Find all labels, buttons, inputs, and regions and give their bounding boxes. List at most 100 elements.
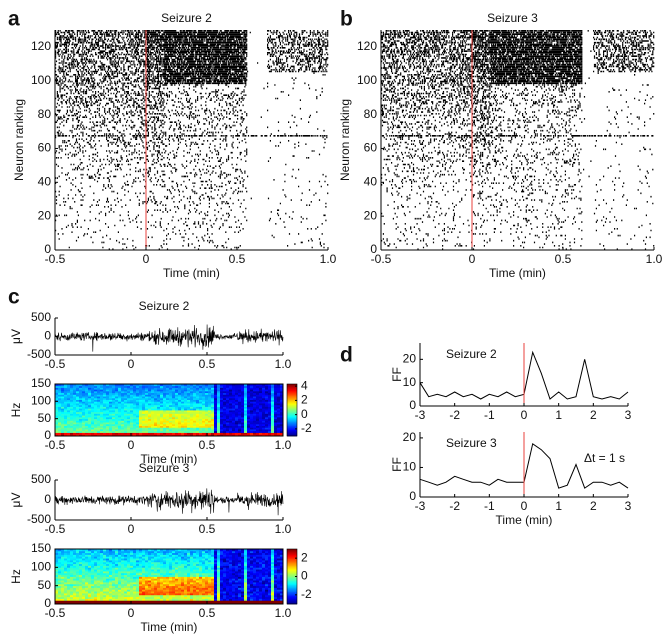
spectrogram-texture xyxy=(280,556,284,559)
spectrogram-texture xyxy=(88,578,92,581)
spectrogram-texture xyxy=(196,429,200,432)
spectrogram-texture xyxy=(247,423,251,426)
spectrogram-texture xyxy=(166,389,170,392)
spectrogram-texture xyxy=(157,560,161,563)
spectrogram-texture xyxy=(178,576,182,579)
spectrogram-texture xyxy=(136,387,140,390)
spectrogram-texture xyxy=(127,430,131,433)
spectrogram-texture xyxy=(103,578,107,581)
spectrogram-texture xyxy=(190,415,194,418)
spectrogram-texture xyxy=(106,401,110,404)
spectrogram-texture xyxy=(262,413,266,416)
colorbar-texture xyxy=(287,407,297,410)
spectrogram-texture xyxy=(181,550,185,554)
spectrogram-texture xyxy=(106,390,110,394)
spectrogram-texture xyxy=(193,385,197,388)
spectrogram-texture xyxy=(199,569,203,572)
spectrogram-texture xyxy=(133,582,137,585)
spectrogram-texture xyxy=(184,410,188,413)
spectrogram-texture xyxy=(145,602,149,605)
y-tick-label: 40 xyxy=(364,174,378,188)
spectrogram-texture xyxy=(67,582,71,585)
spectrogram-texture xyxy=(268,385,272,388)
spectrogram-texture xyxy=(250,406,254,409)
spectrogram-texture xyxy=(250,392,254,395)
spectrogram-texture xyxy=(154,415,158,418)
spectrogram-texture xyxy=(205,411,209,414)
spectrogram-texture xyxy=(241,580,245,583)
spectrogram-texture xyxy=(274,385,278,388)
colorbar-texture xyxy=(287,421,297,424)
spectrogram-texture xyxy=(76,571,80,574)
spectrogram-texture xyxy=(145,429,149,432)
y-tick-label: 100 xyxy=(357,73,377,87)
spectrogram-texture xyxy=(55,567,59,570)
spectrogram-texture xyxy=(175,429,179,432)
spectrogram-texture xyxy=(73,596,77,599)
spectrogram-texture xyxy=(268,569,272,572)
spectrogram-texture xyxy=(112,434,116,437)
spectrogram-texture xyxy=(142,415,146,418)
spectrogram-texture xyxy=(175,580,179,583)
spectrogram-texture xyxy=(148,427,152,430)
spectrogram-texture xyxy=(91,582,95,585)
spectrogram-texture xyxy=(109,418,113,421)
spectrogram-texture xyxy=(190,596,194,599)
spectrogram-texture xyxy=(97,387,101,390)
spectrogram-texture xyxy=(205,416,209,420)
spectrogram-texture xyxy=(181,392,185,395)
spectrogram-texture xyxy=(226,585,230,588)
spectrogram-texture xyxy=(76,403,80,406)
spectrogram-texture xyxy=(154,554,158,557)
spectrogram-texture xyxy=(124,385,128,388)
spectrogram-texture xyxy=(97,413,101,416)
spectrogram-texture xyxy=(76,434,80,437)
spectrogram-texture xyxy=(133,578,137,581)
spectrogram-texture xyxy=(103,554,107,557)
spectrogram-texture xyxy=(232,392,236,395)
spectrogram-texture xyxy=(220,558,224,561)
spectrogram-texture xyxy=(277,434,281,437)
spectrogram-texture xyxy=(247,430,251,433)
spectrogram-texture xyxy=(223,560,227,563)
spectrogram-texture xyxy=(244,580,248,583)
spectrogram-texture xyxy=(223,569,227,572)
spectrogram-texture xyxy=(151,591,155,594)
spectrogram-texture xyxy=(199,550,203,554)
spectrogram-texture xyxy=(85,578,89,581)
spectrogram-texture xyxy=(238,427,242,430)
spectrogram-texture xyxy=(187,558,191,561)
spectrogram-texture xyxy=(61,582,65,585)
spectrogram-texture xyxy=(127,580,131,583)
spectrogram-texture xyxy=(166,583,170,587)
spectrogram-texture xyxy=(262,408,266,411)
spectrogram-texture xyxy=(211,404,215,407)
spectrogram-texture xyxy=(124,571,128,574)
spectrogram-texture xyxy=(124,430,128,433)
spectrogram-texture xyxy=(73,576,77,579)
spectrogram-texture xyxy=(196,416,200,420)
spectrogram-texture xyxy=(244,387,248,390)
spectrogram-texture xyxy=(178,410,182,413)
spectrogram-texture xyxy=(106,434,110,437)
spectrogram-texture xyxy=(190,572,194,576)
spectrogram-texture xyxy=(157,598,161,601)
spectrogram-texture xyxy=(202,401,206,404)
spectrogram-texture xyxy=(127,567,131,570)
spectrogram-texture xyxy=(175,571,179,574)
spectrogram-texture xyxy=(241,571,245,574)
spectrogram-texture xyxy=(157,430,161,433)
spectrogram-texture xyxy=(247,425,251,428)
spectrogram-texture xyxy=(112,394,116,397)
spectrogram-texture xyxy=(238,556,242,559)
spectrogram-texture xyxy=(241,569,245,572)
spectrogram-texture xyxy=(145,387,149,390)
spectrogram-texture xyxy=(178,390,182,394)
spectrogram-texture xyxy=(214,560,218,563)
spectrogram-texture xyxy=(115,423,119,426)
spectrogram-texture xyxy=(139,403,143,406)
spectrogram-texture xyxy=(184,572,188,576)
spectrogram-texture xyxy=(88,406,92,409)
spectrogram-texture xyxy=(235,596,239,599)
spectrogram-texture xyxy=(61,571,65,574)
